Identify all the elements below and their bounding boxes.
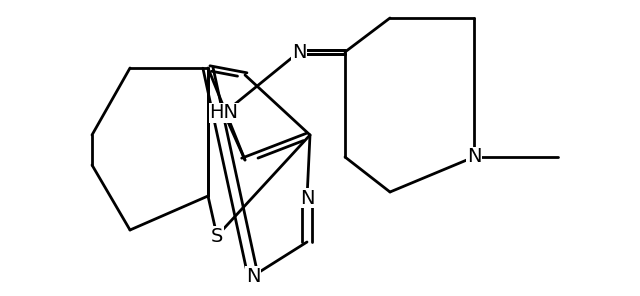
Text: N: N (467, 147, 481, 166)
Text: N: N (246, 266, 260, 286)
Text: S: S (211, 226, 223, 245)
Text: N: N (300, 189, 314, 207)
Text: N: N (292, 43, 307, 62)
Text: HN: HN (209, 104, 239, 123)
